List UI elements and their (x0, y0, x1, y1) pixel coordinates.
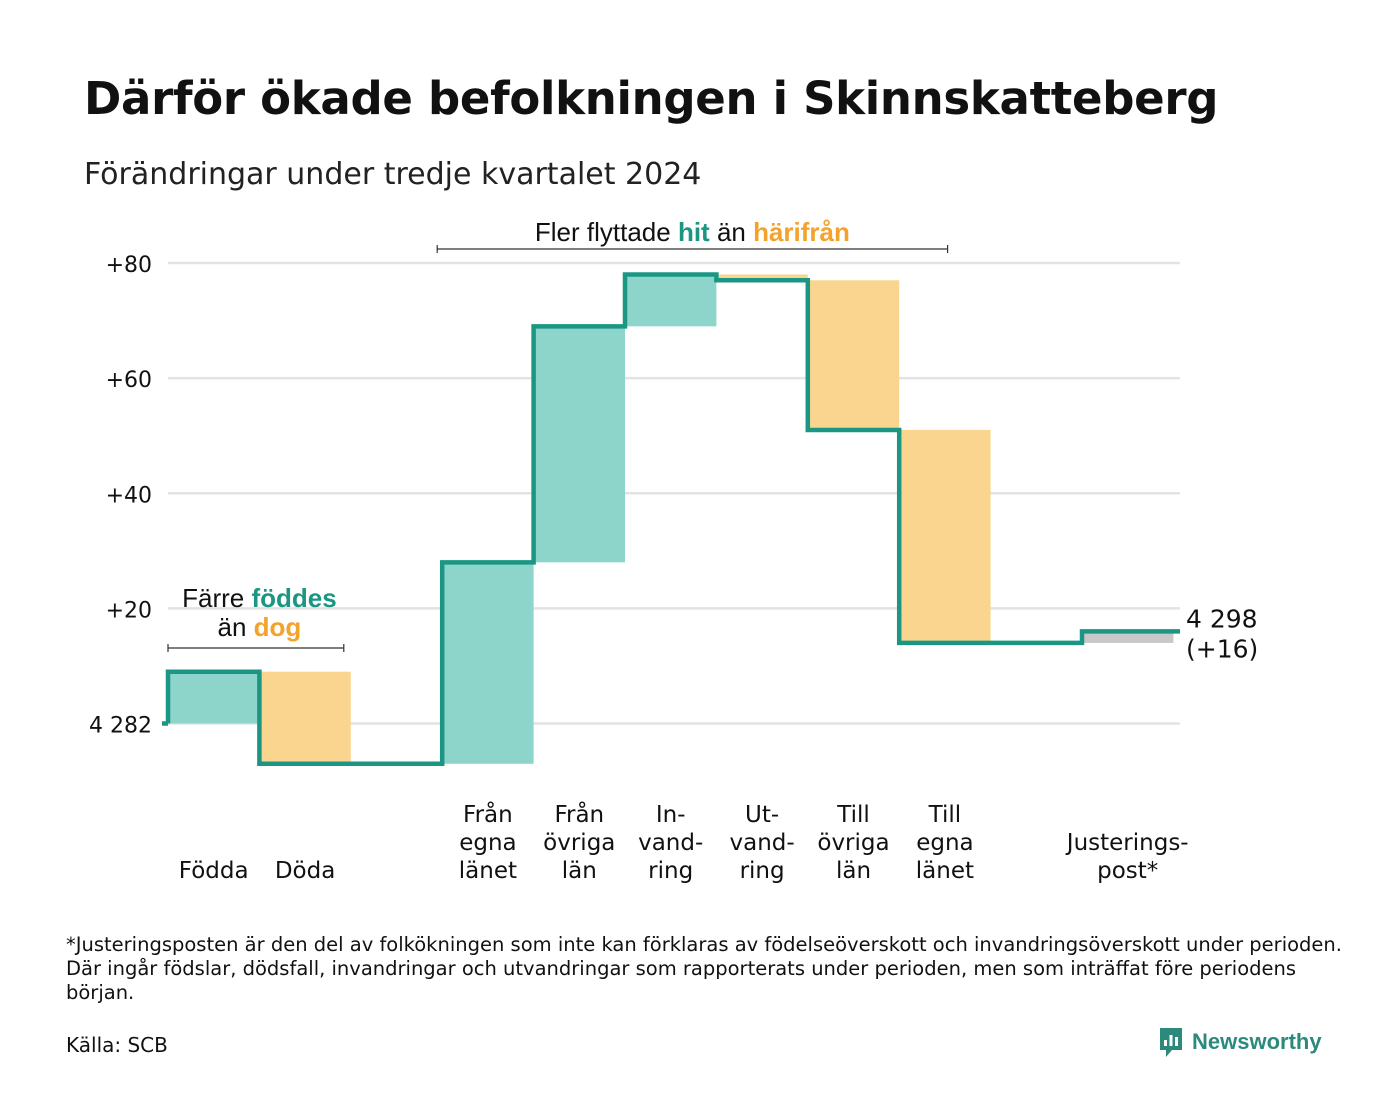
category-label: Födda (179, 858, 249, 884)
waterfall-bar (899, 429, 991, 643)
annotation-part: än (217, 612, 253, 642)
category-label: ring (740, 858, 785, 884)
source-note: Källa: SCB (66, 1033, 168, 1057)
annotation-part: än (710, 217, 753, 247)
category-label: län (562, 858, 597, 884)
end-value-label: 4 298(+16) (1186, 604, 1258, 663)
chart-title: Därför ökade befolkningen i Skinnskatteb… (84, 72, 1219, 125)
category-label: län (836, 858, 871, 884)
cumulative-line (165, 272, 1180, 767)
waterfall-bar (533, 326, 625, 563)
bars (168, 274, 1174, 764)
annotation-highlight: härifrån (753, 217, 850, 247)
category-label: vand- (730, 830, 795, 856)
category-label: vand- (638, 830, 703, 856)
y-tick-labels: +80 +60 +40 +20 4 282 (89, 253, 152, 738)
waterfall-bar (442, 562, 534, 764)
annotation-text: Fler flyttade hit än härifrån (535, 217, 850, 247)
y-tick-label: +20 (106, 598, 152, 623)
category-label: Till (928, 802, 962, 828)
category-label: länet (916, 858, 974, 884)
category-label: Från (554, 800, 604, 828)
footnote: *Justeringsposten är den del av folkökni… (66, 933, 1342, 1004)
category-label: In- (656, 802, 686, 828)
y-tick-label: +60 (106, 368, 152, 393)
end-value-label: (+16) (1186, 634, 1258, 663)
waterfall-chart: +80+60+40+204 282 Födda DödaFrånegnalänet… (89, 217, 1258, 884)
baseline-label: 4 282 (89, 714, 152, 739)
cumulative-line-group (162, 272, 1180, 767)
waterfall-bar (625, 274, 717, 327)
annotation-highlight: hit (678, 217, 710, 247)
brand-name: Newsworthy (1192, 1029, 1322, 1054)
category-label: övriga (817, 830, 889, 856)
y-tick-label: +40 (106, 483, 152, 508)
category-label: länet (459, 858, 517, 884)
annotation-highlight: dog (254, 612, 302, 642)
category-label: egna (916, 830, 973, 856)
category-label: Till (836, 802, 870, 828)
y-tick-label: +80 (106, 253, 152, 278)
category-label: Ut- (745, 802, 779, 828)
category-label: Döda (275, 858, 335, 884)
category-label: post* (1097, 858, 1158, 884)
waterfall-bar (807, 280, 900, 430)
annotation-highlight: föddes (251, 583, 336, 613)
category-label: Från (463, 800, 513, 828)
waterfall-bar (1082, 631, 1174, 643)
annotation-part: Färre (182, 583, 251, 613)
annotation-text: än dog (217, 612, 301, 642)
category-label: egna (459, 830, 516, 856)
category-labels: Födda DödaFrånegnalänetFrånövrigalänIn-va… (179, 800, 1189, 884)
waterfall-bar (259, 671, 351, 764)
waterfall-bar (168, 671, 260, 724)
category-label: övriga (543, 830, 615, 856)
grid-lines (168, 261, 1180, 725)
category-label: ring (648, 858, 693, 884)
annotation-part: Fler flyttade (535, 217, 678, 247)
chart-bubble-icon (1160, 1028, 1182, 1057)
category-label: Justerings- (1065, 830, 1189, 856)
waterfall-bar (716, 274, 808, 281)
end-value-label: 4 298 (1186, 604, 1258, 633)
annotation-text: Färre föddes (182, 583, 337, 613)
chart-subtitle: Förändringar under tredje kvartalet 2024 (84, 157, 702, 192)
newsworthy-logo: Newsworthy (1158, 1026, 1322, 1058)
